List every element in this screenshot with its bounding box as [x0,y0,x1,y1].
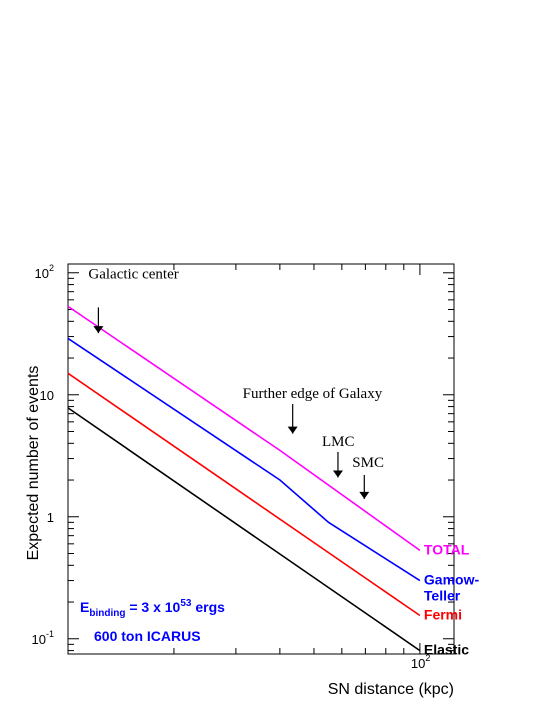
series-line-total [67,305,421,552]
x-axis-title: SN distance (kpc) [328,681,454,698]
binding-suffix: ergs [191,599,225,615]
series-lines [67,305,421,652]
series-line-gamow-teller [67,337,421,582]
binding-exponent: 53 [180,598,192,609]
series-labels: TOTAL Gamow-Teller Fermi Elastic [424,541,480,657]
series-label: Gamow- [424,572,480,588]
y-tick-label: 10 [40,388,54,403]
plot-frame [67,263,455,655]
series-line-elastic [67,407,421,652]
series-label: Elastic [424,642,469,658]
annotation-arrowhead [93,326,104,334]
series-line-fermi [67,372,421,617]
x-tick-label: 102 [411,653,430,671]
annotation-arrowhead [359,491,370,499]
axis-ticks: 10-1 1 10 102 102 [32,263,454,671]
binding-prefix: E [80,599,89,615]
y-axis-title: Expected number of events [25,366,42,561]
annotation-label: SMC [352,455,384,471]
annotation-arrowhead [332,470,343,478]
annotation-label: LMC [322,434,355,450]
y-tick-label: 1 [47,510,54,525]
y-tick-label: 10-1 [32,629,54,647]
annotation-label: Galactic center [88,266,178,282]
binding-energy-note: Ebinding = 3 x 1053 ergs [80,598,225,619]
detector-note: 600 ton ICARUS [94,628,201,644]
annotation-label: Further edge of Galaxy [243,386,383,402]
annotations: Galactic center Further edge of Galaxy LMC… [88,266,384,499]
series-label: TOTAL [424,541,470,557]
annotation-arrowhead [287,426,298,434]
y-tick-label: 102 [35,263,54,281]
series-label: Fermi [424,607,462,623]
binding-middle: = 3 x 10 [125,599,180,615]
binding-subscript: binding [89,608,125,619]
series-label: Teller [424,588,461,604]
